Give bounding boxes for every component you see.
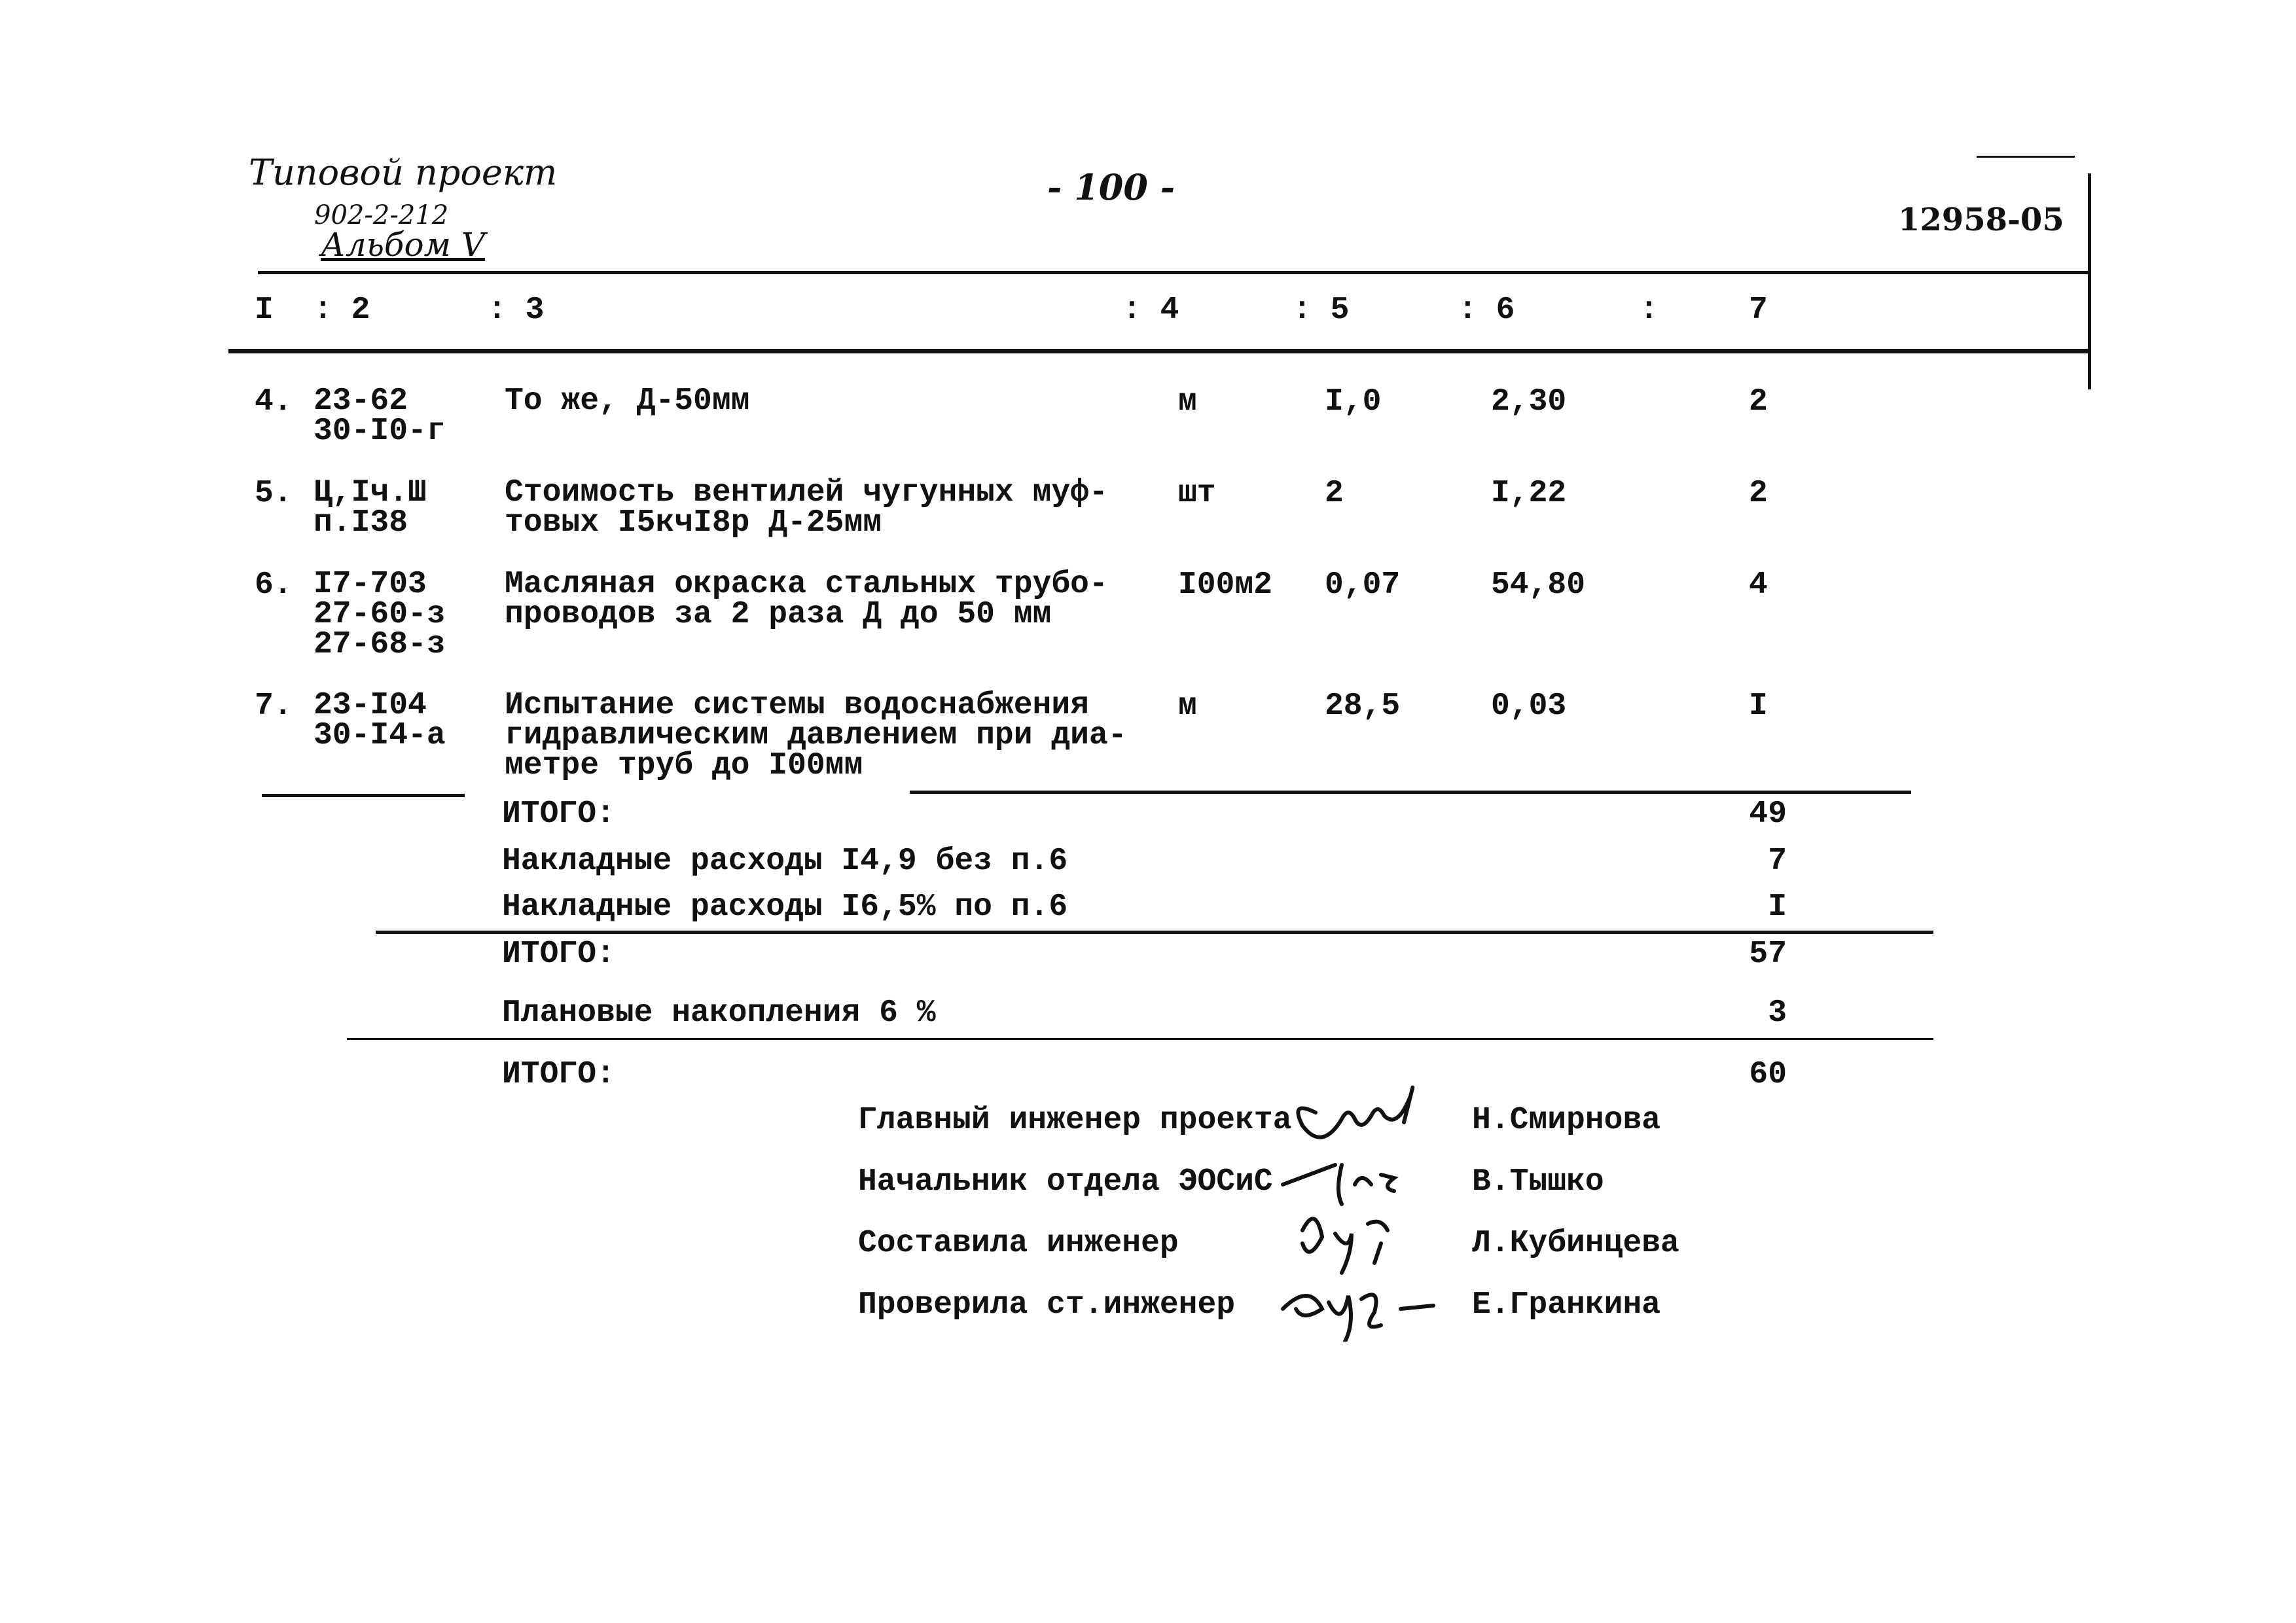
row-number: 4. (255, 384, 293, 419)
col-7-header: 7 (1749, 293, 1768, 328)
totals-value: 57 (1749, 936, 1787, 972)
row-quantity: 28,5 (1325, 688, 1401, 724)
signature-name: Н.Смирнова (1472, 1103, 1661, 1138)
right-margin-rule (2088, 173, 2091, 389)
totals-value: 60 (1749, 1057, 1787, 1092)
row-description: Испытание системы водоснабжения гидравли… (505, 688, 1127, 783)
header-top-rule (258, 271, 2090, 274)
row-description: То же, Д-50мм (505, 383, 750, 419)
album-label: Альбом V (321, 226, 486, 264)
col-1-header: I (255, 293, 274, 328)
totals-label: Накладные расходы I6,5% по п.6 (502, 889, 1068, 925)
col-5-header: : 5 (1293, 293, 1350, 328)
row-total: 2 (1749, 384, 1768, 419)
row-unit: шт (1178, 476, 1216, 511)
totals-value: 3 (1768, 995, 1787, 1031)
totals-value: 7 (1768, 844, 1787, 879)
totals-label: Плановые накопления 6 % (502, 995, 936, 1031)
row-price: 2,30 (1491, 384, 1567, 419)
totals-value: I (1768, 889, 1787, 925)
document-code: 12958-05 (1898, 202, 2064, 238)
row-total: I (1749, 688, 1768, 724)
signature-name: Е.Гранкина (1472, 1287, 1661, 1323)
subtotal-rule (376, 931, 1933, 934)
signature-role: Проверила ст.инженер (858, 1287, 1236, 1323)
row-quantity: I,0 (1325, 384, 1382, 419)
row-code: 23-62 30-I0-г (314, 383, 446, 449)
header-bottom-rule (228, 349, 2090, 353)
handwritten-signatures (1281, 1085, 1435, 1342)
row-unit: м (1178, 688, 1197, 724)
rule (262, 794, 465, 797)
row-price: 54,80 (1491, 567, 1586, 603)
project-handwritten: Типовой проект (249, 152, 558, 193)
row-code: I7-703 27-60-з 27-68-з (314, 567, 446, 662)
signature-role: Составила инженер (858, 1226, 1179, 1261)
col-4-header: : 4 (1122, 293, 1179, 328)
totals-value: 49 (1749, 796, 1787, 832)
signature-name: Л.Кубинцева (1472, 1226, 1679, 1261)
row-price: 0,03 (1491, 688, 1567, 724)
top-corner-rule (1977, 156, 2075, 158)
col-3-header: : 3 (488, 293, 545, 328)
row-total: 2 (1749, 476, 1768, 511)
totals-label: ИТОГО: (502, 936, 615, 972)
row-code: 23-I04 30-I4-а (314, 688, 446, 753)
row-number: 5. (255, 476, 293, 511)
project-number: 902-2-212 (314, 200, 449, 230)
page-number: - 100 - (1047, 166, 1175, 208)
signature-name: В.Тышко (1472, 1164, 1604, 1200)
col-6-header: : 6 (1458, 293, 1515, 328)
totals-label: ИТОГО: (502, 1057, 615, 1092)
row-price: I,22 (1491, 476, 1567, 511)
row-quantity: 0,07 (1325, 567, 1401, 603)
row-description: Стоимость вентилей чугунных муф- товых I… (505, 475, 1108, 541)
row-number: 6. (255, 567, 293, 603)
row-code: Ц,Iч.Ш п.I38 (314, 475, 427, 541)
row-unit: I00м2 (1178, 567, 1273, 603)
row-unit: м (1178, 384, 1197, 419)
row-total: 4 (1749, 567, 1768, 603)
col-separator: : (1640, 293, 1659, 328)
subtotal-rule (347, 1038, 1933, 1040)
signature-role: Главный инженер проекта (858, 1103, 1292, 1138)
totals-label: Накладные расходы I4,9 без п.6 (502, 844, 1068, 879)
row-number: 7. (255, 688, 293, 724)
row-description: Масляная окраска стальных трубо- проводо… (505, 567, 1108, 632)
rule (910, 791, 1911, 794)
col-2-header: : 2 (314, 293, 370, 328)
signature-role: Начальник отдела ЭОСиС (858, 1164, 1273, 1200)
row-quantity: 2 (1325, 476, 1344, 511)
totals-label: ИТОГО: (502, 796, 615, 832)
